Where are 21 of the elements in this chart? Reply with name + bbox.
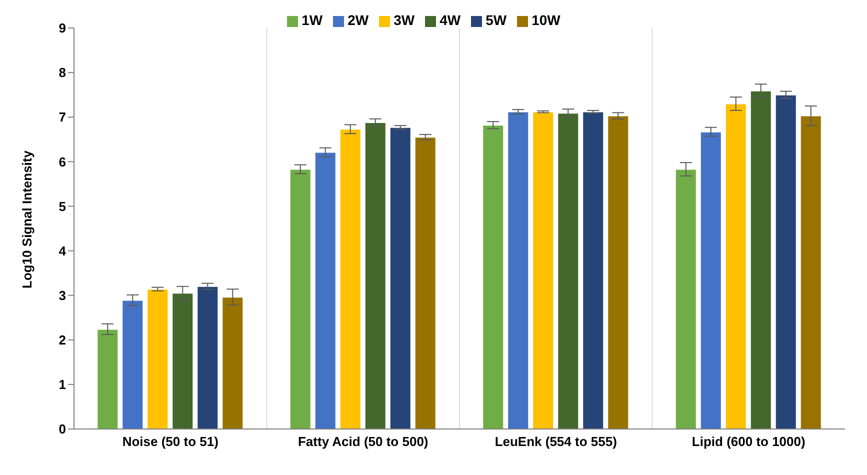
x-tick-label: Lipid (600 to 1000) [692,434,806,450]
legend-label: 2W [348,12,369,28]
y-tick-label: 9 [58,20,66,36]
legend-label: 10W [532,12,560,28]
x-tick-label: Noise (50 to 51) [122,434,218,450]
y-tick-label: 7 [58,110,66,125]
legend-label: 1W [302,12,323,28]
y-tick-label: 6 [58,154,66,170]
y-tick-label: 3 [58,288,66,303]
y-axis-title: Log10 Signal Intensity [20,150,35,288]
y-tick-label: 1 [58,377,66,392]
y-tick-label: 4 [58,243,67,258]
legend-label: 5W [486,12,507,28]
y-tick-label: 2 [58,332,66,348]
y-tick-label: 5 [58,198,66,214]
y-tick-label: 0 [58,422,66,437]
legend-label: 4W [440,12,461,28]
x-tick-label: LeuEnk (554 to 555) [494,434,617,450]
y-tick-label: 8 [58,65,66,80]
x-tick-label: Fatty Acid (50 to 500) [298,434,428,450]
legend-label: 3W [394,12,415,28]
